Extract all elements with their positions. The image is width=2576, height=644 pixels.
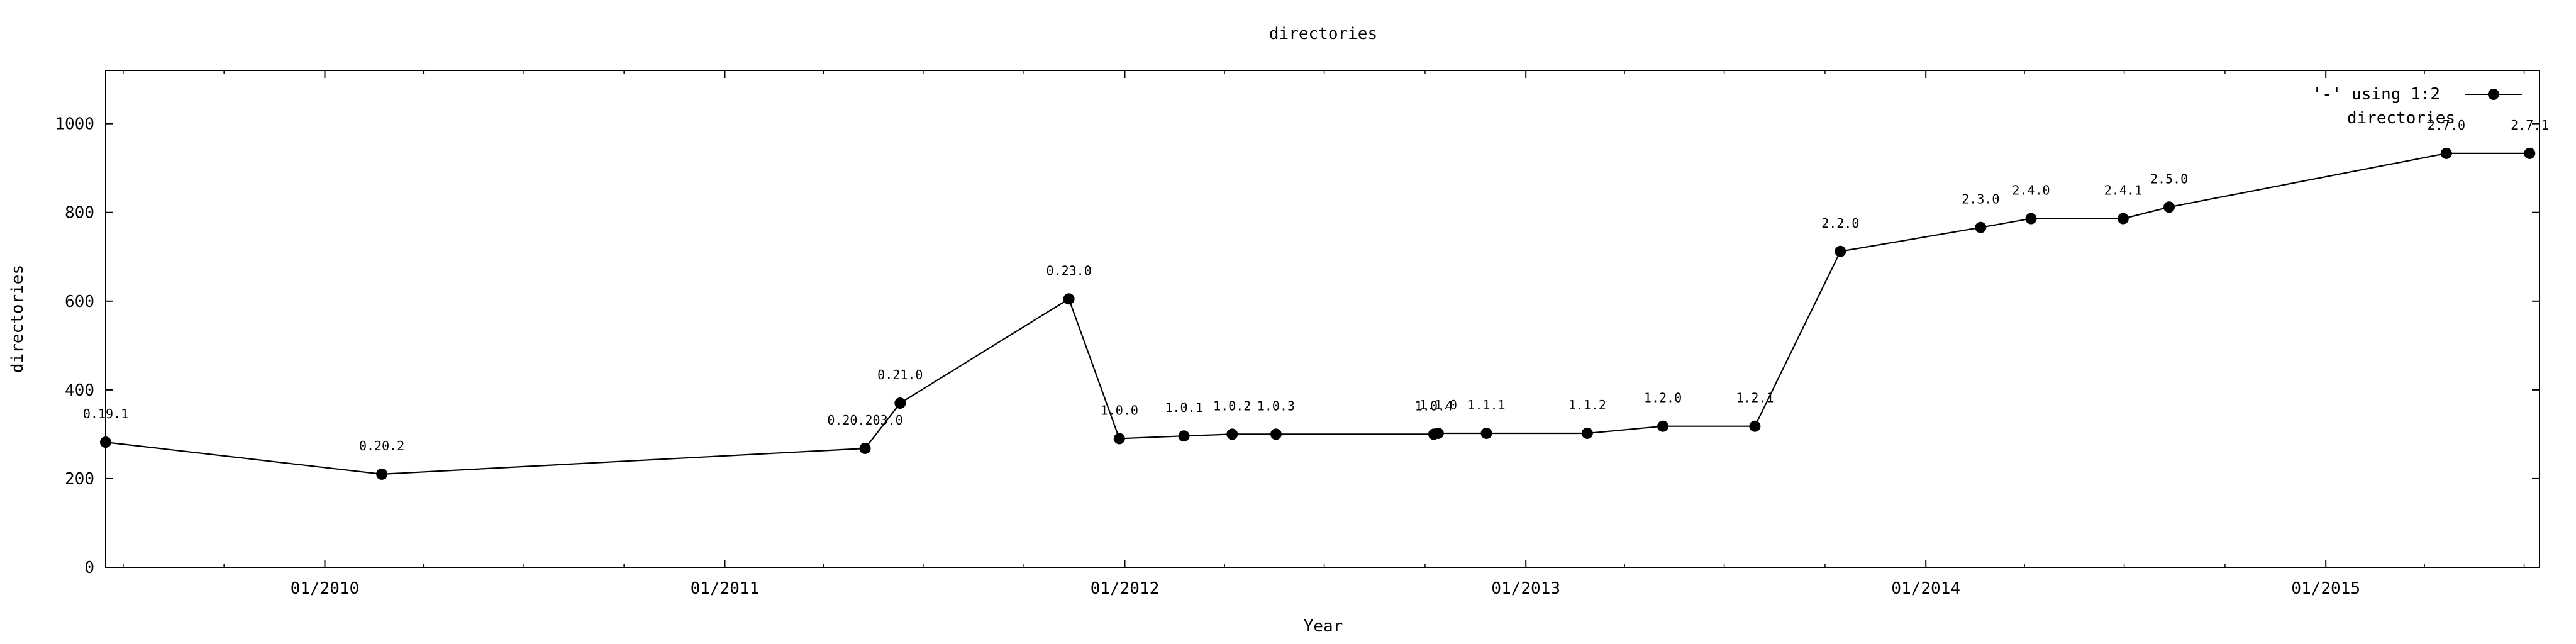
series-line [105, 152, 2530, 475]
data-point-label: 1.2.1 [1736, 391, 1774, 406]
data-point [1432, 427, 1444, 439]
data-point-label: 1.0.4 [1415, 398, 1453, 413]
data-point [1835, 245, 1846, 257]
data-point-label: 2.4.1 [2104, 183, 2142, 198]
x-tick-label: 01/2010 [291, 579, 360, 598]
data-point-label: 0.21.0 [877, 367, 923, 382]
x-axis: 01/2010 01/2011 01/2012 01/2013 01/2014 01/20… [123, 70, 2525, 598]
data-point-label: 1.1.2 [1568, 397, 1606, 413]
data-point-label: 2.7.1 [2511, 118, 2548, 133]
data-point [1749, 420, 1761, 432]
y-tick-label: 400 [65, 381, 94, 400]
data-point-label: 2.4.0 [2012, 183, 2050, 198]
data-point [376, 468, 388, 480]
data-point-label: 1.0.2 [1213, 398, 1251, 413]
legend-entry-title: directories [2347, 109, 2455, 128]
data-point-label: 0.20.2 [359, 438, 404, 453]
data-point-label: 0.19.1 [83, 406, 128, 421]
data-point [1657, 420, 1669, 432]
data-point [100, 436, 111, 448]
data-point [2163, 201, 2175, 213]
data-point-label: 0.23.0 [1046, 263, 1091, 278]
data-point-label: 1.1.1 [1467, 397, 1505, 413]
x-tick-label: 01/2014 [1891, 579, 1960, 598]
y-tick-label: 0 [84, 558, 94, 577]
legend-marker-sample [2488, 89, 2499, 100]
data-point [1480, 427, 1492, 439]
y-tick-label: 1000 [55, 115, 94, 134]
data-point [1270, 428, 1282, 440]
data-point [2440, 147, 2452, 159]
data-point [1113, 433, 1125, 445]
y-tick-label: 800 [65, 204, 94, 223]
y-axis: 0 200 400 600 800 1000 [55, 115, 2540, 577]
chart-title: directories [1269, 25, 1377, 43]
data-point [2117, 213, 2129, 225]
data-point [2025, 213, 2037, 225]
data-point-label: 2.2.0 [1821, 216, 1859, 231]
data-point-label: 1.2.0 [1644, 391, 1682, 406]
y-tick-label: 600 [65, 292, 94, 311]
data-point-label: 1.1.0 [1419, 397, 1457, 413]
y-axis-label: directories [8, 265, 27, 373]
data-point-label: 1.0.3 [1257, 398, 1295, 413]
data-point-label: 2.5.0 [2150, 171, 2188, 186]
legend-entry-series: '-' using 1:2 [2312, 85, 2441, 104]
x-tick-label: 01/2012 [1091, 579, 1160, 598]
y-tick-label: 200 [65, 470, 94, 489]
data-point [1975, 221, 1987, 233]
x-tick-label: 01/2015 [2291, 579, 2360, 598]
data-point [894, 397, 906, 409]
legend: '-' using 1:2 directories [2312, 85, 2522, 128]
data-point [1226, 428, 1238, 440]
x-axis-label: Year [1304, 617, 1343, 636]
series-directories: 0.19.1 0.20.2 0.20.203.0 0.21.0 0.23.0 1.0.0 1… [83, 118, 2548, 480]
data-point-label: 2.3.0 [1962, 192, 1999, 207]
data-point-label: 1.0.0 [1101, 402, 1138, 418]
data-point [1063, 293, 1075, 305]
data-point-label: 0.20.203.0 [827, 413, 902, 428]
plot-frame [105, 70, 2540, 568]
data-point-label: 1.0.1 [1165, 400, 1202, 415]
x-tick-label: 01/2011 [691, 579, 760, 598]
data-point-label: 2.7.0 [2428, 118, 2465, 133]
data-point [1581, 427, 1593, 439]
data-point [859, 442, 871, 454]
data-point [2524, 147, 2536, 159]
x-tick-label: 01/2013 [1491, 579, 1560, 598]
data-point [1178, 430, 1190, 442]
